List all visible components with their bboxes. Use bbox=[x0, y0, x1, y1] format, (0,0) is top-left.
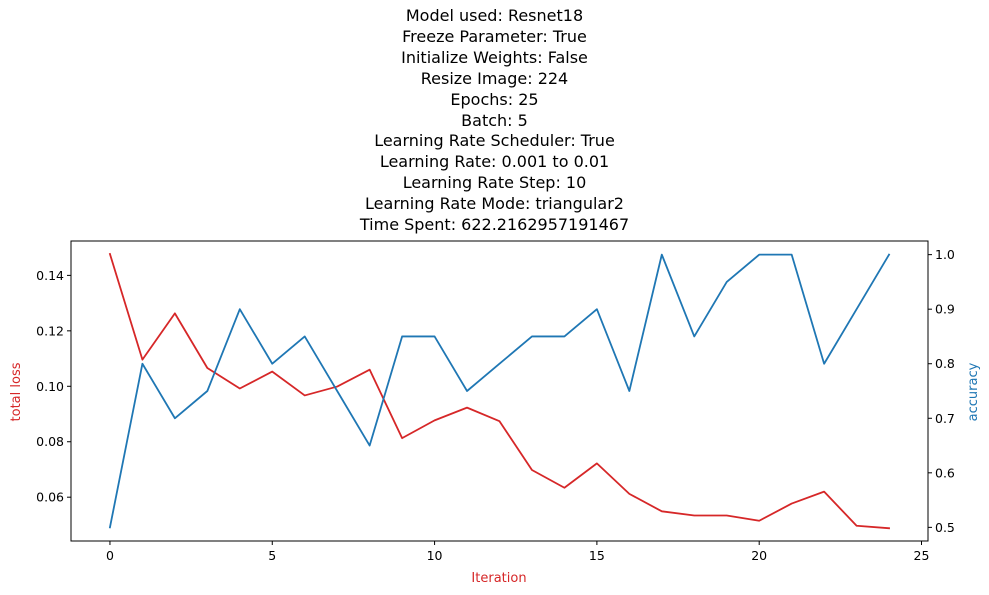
title-line: Time Spent: 622.2162957191467 bbox=[359, 215, 630, 235]
title-line: Model used: Resnet18 bbox=[405, 6, 584, 25]
title-line: Learning Rate Step: 10 bbox=[402, 173, 587, 193]
plot-border bbox=[70, 240, 929, 542]
plot-frame bbox=[70, 240, 929, 542]
series-line-total-loss bbox=[108, 252, 891, 530]
right-y-tick-label: 0.5 bbox=[935, 520, 955, 535]
x-axis: 0 5 10 15 20 25 bbox=[106, 541, 929, 563]
left-y-tick-label: 0.06 bbox=[36, 490, 64, 505]
right-y-axis-label: accuracy bbox=[966, 362, 981, 421]
title-line: Learning Rate: 0.001 to 0.01 bbox=[379, 152, 610, 172]
right-y-tick-label: 0.7 bbox=[935, 411, 955, 426]
title-line: Epochs: 25 bbox=[450, 89, 539, 109]
title-line: Learning Rate Mode: triangular2 bbox=[365, 194, 624, 214]
title-line: Learning Rate Scheduler: True bbox=[374, 131, 615, 151]
series-layer bbox=[108, 252, 891, 530]
left-y-tick-label: 0.14 bbox=[36, 268, 64, 283]
left-y-tick-label: 0.10 bbox=[36, 379, 64, 394]
right-y-tick-label: 0.6 bbox=[935, 465, 955, 480]
series-line-accuracy bbox=[108, 253, 891, 529]
right-y-axis: 0.5 0.6 0.7 0.8 0.9 1.0 bbox=[928, 247, 955, 535]
left-y-axis-label: total loss bbox=[9, 362, 24, 421]
left-y-tick-label: 0.08 bbox=[36, 434, 64, 449]
x-tick-label: 20 bbox=[751, 548, 767, 563]
title-line: Freeze Parameter: True bbox=[402, 26, 587, 46]
right-y-tick-label: 1.0 bbox=[935, 247, 955, 262]
left-y-tick-label: 0.12 bbox=[36, 323, 64, 338]
right-y-tick-label: 0.8 bbox=[935, 356, 955, 371]
x-axis-label: Iteration bbox=[471, 571, 526, 586]
right-y-tick-label: 0.9 bbox=[935, 302, 955, 317]
x-tick-label: 0 bbox=[106, 548, 114, 563]
left-y-axis: 0.06 0.08 0.10 0.12 0.14 bbox=[36, 268, 71, 505]
title-line: Initialize Weights: False bbox=[401, 47, 588, 67]
x-tick-label: 25 bbox=[914, 548, 930, 563]
title-line: Batch: 5 bbox=[461, 110, 528, 130]
x-tick-label: 10 bbox=[427, 548, 443, 563]
title-line: Resize Image: 224 bbox=[420, 68, 569, 88]
chart-title: Model used: Resnet18 Freeze Parameter: Tr… bbox=[0, 6, 989, 236]
x-tick-label: 15 bbox=[589, 548, 605, 563]
x-tick-label: 5 bbox=[268, 548, 276, 563]
